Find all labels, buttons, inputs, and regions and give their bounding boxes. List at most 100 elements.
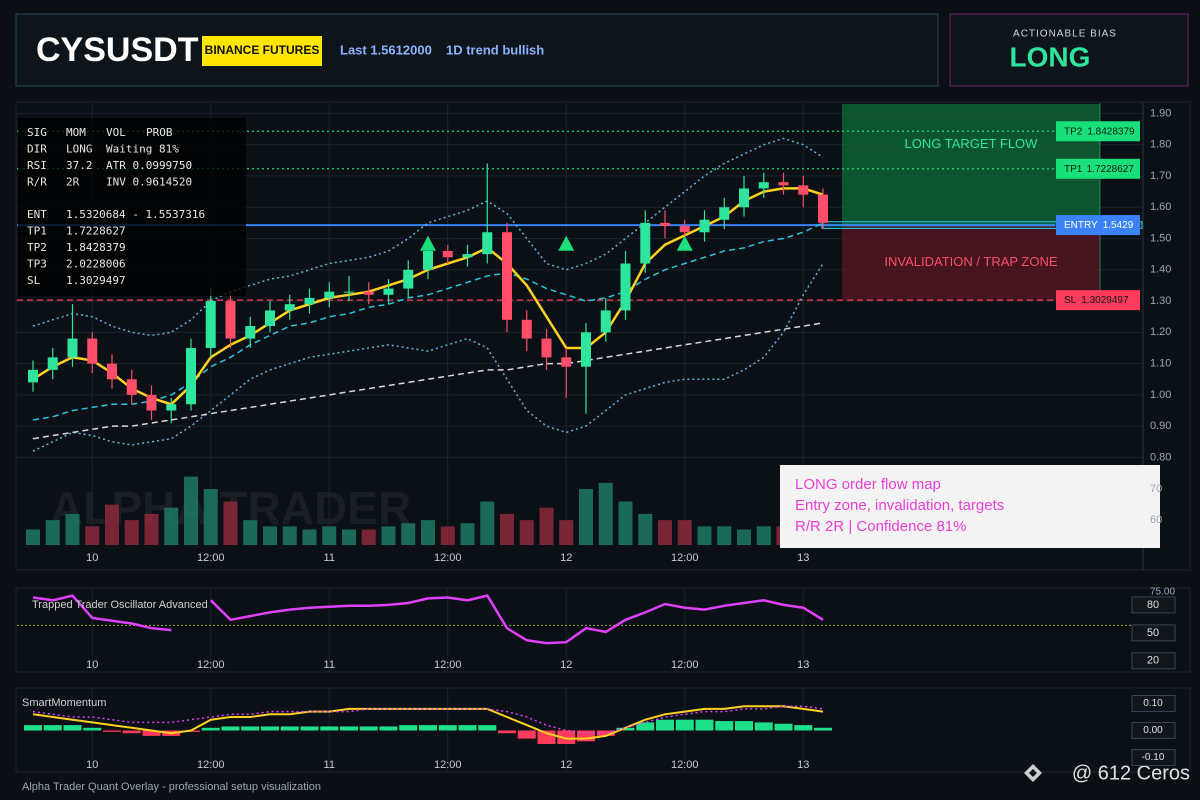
level-value: 1.7228627 <box>1087 163 1135 174</box>
y-tick-label: 1.90 <box>1150 107 1171 119</box>
stats-cell: DIR <box>27 143 47 156</box>
level-name: SL <box>1064 295 1077 306</box>
stats-cell: 2.0228006 <box>66 258 126 271</box>
brand: @ 612 Ceros <box>1072 762 1190 784</box>
volume-tick-label: 60 <box>1150 514 1162 526</box>
candle-body <box>107 363 117 380</box>
volume-bar <box>144 513 159 545</box>
level-tag <box>1056 215 1140 236</box>
candle-body <box>304 297 315 305</box>
momentum-bar <box>43 725 62 731</box>
momentum-bar <box>478 725 497 731</box>
volume-bar <box>559 520 574 545</box>
y-tick-label: 50 <box>1147 627 1159 639</box>
x-tick-label: 10 <box>86 759 98 771</box>
zone-label: INVALIDATION / TRAP ZONE <box>884 254 1057 269</box>
level-tag-text: TP1 1.7228627 <box>1064 163 1134 174</box>
info-line: LONG order flow map <box>795 476 941 493</box>
candle-body <box>541 338 552 358</box>
x-tick-label: 12:00 <box>671 659 699 671</box>
stats-cell: LONG <box>66 143 93 156</box>
volume-bar <box>421 520 435 545</box>
stats-box <box>18 118 246 296</box>
y-tick-box <box>1131 695 1176 712</box>
x-tick-label: 12:00 <box>197 659 225 671</box>
candle-body <box>166 404 177 411</box>
level-tag-text: TP2 1.8428379 <box>1064 126 1135 137</box>
stats-cell: 37.2 <box>66 159 93 172</box>
candle-body <box>798 185 809 195</box>
volume-bar <box>302 529 317 545</box>
volume-bar <box>322 526 337 545</box>
stats-cell: TP1 <box>27 225 47 238</box>
volume-bar <box>756 526 771 545</box>
stats-cell: 1.3029497 <box>66 274 126 287</box>
volume-bar <box>282 526 297 545</box>
y-tick-box <box>1131 624 1176 642</box>
stats-cell: ATR 0.0999750 <box>106 159 192 172</box>
momentum-bar <box>340 726 358 731</box>
volume-bar <box>124 520 139 545</box>
header-box <box>15 13 939 87</box>
y-tick-label: 0.10 <box>1143 698 1163 709</box>
volume-bar <box>500 513 514 545</box>
volume-bar <box>45 520 60 545</box>
volume-bar <box>618 501 633 545</box>
candle-body <box>324 291 335 298</box>
overlay-line <box>32 222 824 421</box>
level-value: 1.3029497 <box>1081 295 1129 306</box>
y-tick-label: 1.60 <box>1150 201 1171 213</box>
momentum-bar <box>616 727 635 731</box>
momentum-bar <box>577 730 595 742</box>
y-tick-label: 1.20 <box>1150 326 1171 338</box>
candle-body <box>640 222 651 264</box>
stats-cell: RSI <box>27 159 47 172</box>
y-tick-label: 0.80 <box>1150 451 1171 463</box>
level-tag-text: SL 1.3029497 <box>1064 295 1129 306</box>
momentum-bar <box>498 730 516 734</box>
signal-marker <box>420 235 436 251</box>
y-tick-box <box>1131 596 1176 614</box>
stats-cell: 2R <box>66 176 80 189</box>
candle-body <box>87 338 98 364</box>
volume-bar <box>480 501 495 545</box>
candle-body <box>126 379 137 395</box>
volume-bar <box>203 489 218 545</box>
x-tick-label: 10 <box>86 552 98 564</box>
x-tick-label: 12:00 <box>434 659 462 671</box>
x-tick-label: 13 <box>797 759 809 771</box>
y-tick-label: 80 <box>1147 599 1159 611</box>
x-tick-label: 11 <box>324 552 335 564</box>
x-tick-label: 12 <box>560 552 572 564</box>
momentum-bar <box>261 726 279 731</box>
footer-caption: Alpha Trader Quant Overlay - professiona… <box>22 781 321 793</box>
x-tick-label: 12:00 <box>671 759 699 771</box>
bias-label: ACTIONABLE BIAS <box>1013 29 1117 40</box>
bias-value: LONG <box>1010 41 1091 72</box>
candle-body <box>739 188 749 208</box>
candle-body <box>423 251 433 270</box>
candle-body <box>442 251 453 258</box>
volume-bar <box>26 529 40 545</box>
volume-bar <box>519 520 534 545</box>
x-tick-label: 12 <box>560 759 572 771</box>
candle-body <box>146 394 157 411</box>
stats-cell: SL <box>27 274 41 287</box>
stats-cell: TP2 <box>27 241 47 254</box>
momentum-bar <box>695 719 714 731</box>
volume-bar <box>401 523 416 545</box>
volume-bar <box>342 529 356 545</box>
candle-body <box>699 219 710 233</box>
volume-bar <box>361 529 376 545</box>
volume-tick-label: 70 <box>1150 483 1162 495</box>
momentum-bar <box>320 726 339 731</box>
y-tick-box <box>1131 652 1176 670</box>
volume-bar <box>184 476 198 545</box>
volume-bar <box>539 507 554 545</box>
y-tick-label: 1.40 <box>1150 264 1171 276</box>
signal-marker <box>676 235 693 251</box>
stats-cell: Waiting 81% <box>106 143 179 156</box>
osc-line <box>32 594 824 645</box>
osc-title: Trapped Trader Oscillator Advanced <box>32 599 208 611</box>
momentum-bar <box>280 726 299 731</box>
